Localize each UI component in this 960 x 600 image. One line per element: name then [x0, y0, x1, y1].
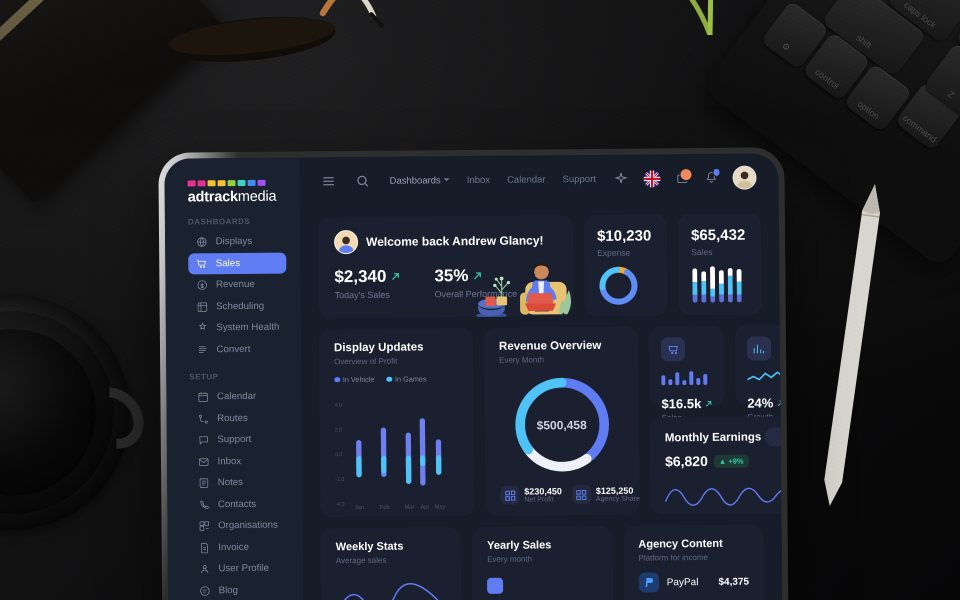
svg-text:May: May — [435, 504, 446, 510]
svg-text:0.0: 0.0 — [335, 452, 342, 458]
svg-text:Mar: Mar — [404, 505, 414, 511]
svg-text:Feb: Feb — [380, 505, 390, 511]
svg-text:Jan: Jan — [355, 505, 364, 511]
svg-text:2.0: 2.0 — [335, 427, 342, 433]
svg-text:4.0: 4.0 — [334, 403, 341, 409]
svg-text:-4.0: -4.0 — [335, 502, 344, 508]
svg-text:-2.0: -2.0 — [335, 477, 344, 483]
svg-text:Apr: Apr — [420, 505, 429, 511]
